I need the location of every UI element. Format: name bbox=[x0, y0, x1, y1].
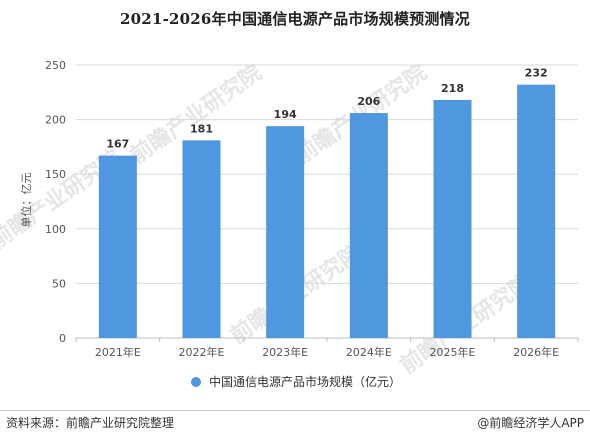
x-tick-label: 2021年E bbox=[95, 345, 141, 359]
y-tick-labels: 0 50 100 150 200 250 bbox=[45, 59, 66, 345]
data-label: 181 bbox=[190, 122, 213, 135]
bar-chart: 前瞻产业研究院前瞻产业研究院前瞻产业研究院前瞻产业研究院前瞻产业研究院 0501… bbox=[0, 59, 579, 389]
y-tick-label: 50 bbox=[52, 277, 66, 290]
bar bbox=[517, 84, 556, 338]
bar bbox=[266, 126, 305, 338]
bars bbox=[98, 84, 556, 338]
bar bbox=[349, 113, 388, 338]
legend-label: 中国通信电源产品市场规模（亿元） bbox=[209, 374, 401, 389]
data-labels: 167 181 194 206 218 232 bbox=[106, 67, 547, 151]
legend[interactable]: 中国通信电源产品市场规模（亿元） bbox=[191, 374, 401, 389]
x-tick-label: 2026年E bbox=[513, 345, 559, 359]
chart-title: 2021-2026年中国通信电源产品市场规模预测情况 bbox=[120, 10, 470, 28]
gridlines bbox=[75, 64, 579, 342]
y-tick-label: 0 bbox=[59, 332, 66, 345]
bar bbox=[182, 140, 221, 338]
bar bbox=[433, 99, 472, 338]
y-tick-label: 100 bbox=[45, 223, 66, 236]
data-label: 206 bbox=[357, 95, 380, 108]
footer-divider bbox=[0, 410, 590, 411]
y-tick-label: 250 bbox=[45, 59, 66, 72]
legend-swatch-icon bbox=[191, 377, 201, 387]
source-note: 资料来源：前瞻产业研究院整理 bbox=[6, 416, 175, 430]
x-tick-labels: 2021年E 2022年E 2023年E 2024年E 2025年E 2026年E bbox=[95, 345, 559, 359]
data-label: 167 bbox=[106, 138, 129, 151]
data-label: 194 bbox=[274, 108, 297, 121]
credit-note: @前瞻经济学人APP bbox=[477, 416, 584, 430]
y-tick-label: 150 bbox=[45, 168, 66, 181]
bar bbox=[98, 155, 137, 338]
x-tick-label: 2022年E bbox=[179, 345, 225, 359]
x-tick-label: 2025年E bbox=[430, 345, 476, 359]
x-tick-label: 2023年E bbox=[262, 345, 308, 359]
x-tick-label: 2024年E bbox=[346, 345, 392, 359]
y-axis-label: 单位：亿元 bbox=[19, 173, 33, 228]
data-label: 218 bbox=[441, 82, 464, 95]
data-label: 232 bbox=[525, 67, 548, 80]
y-tick-label: 200 bbox=[45, 114, 66, 127]
